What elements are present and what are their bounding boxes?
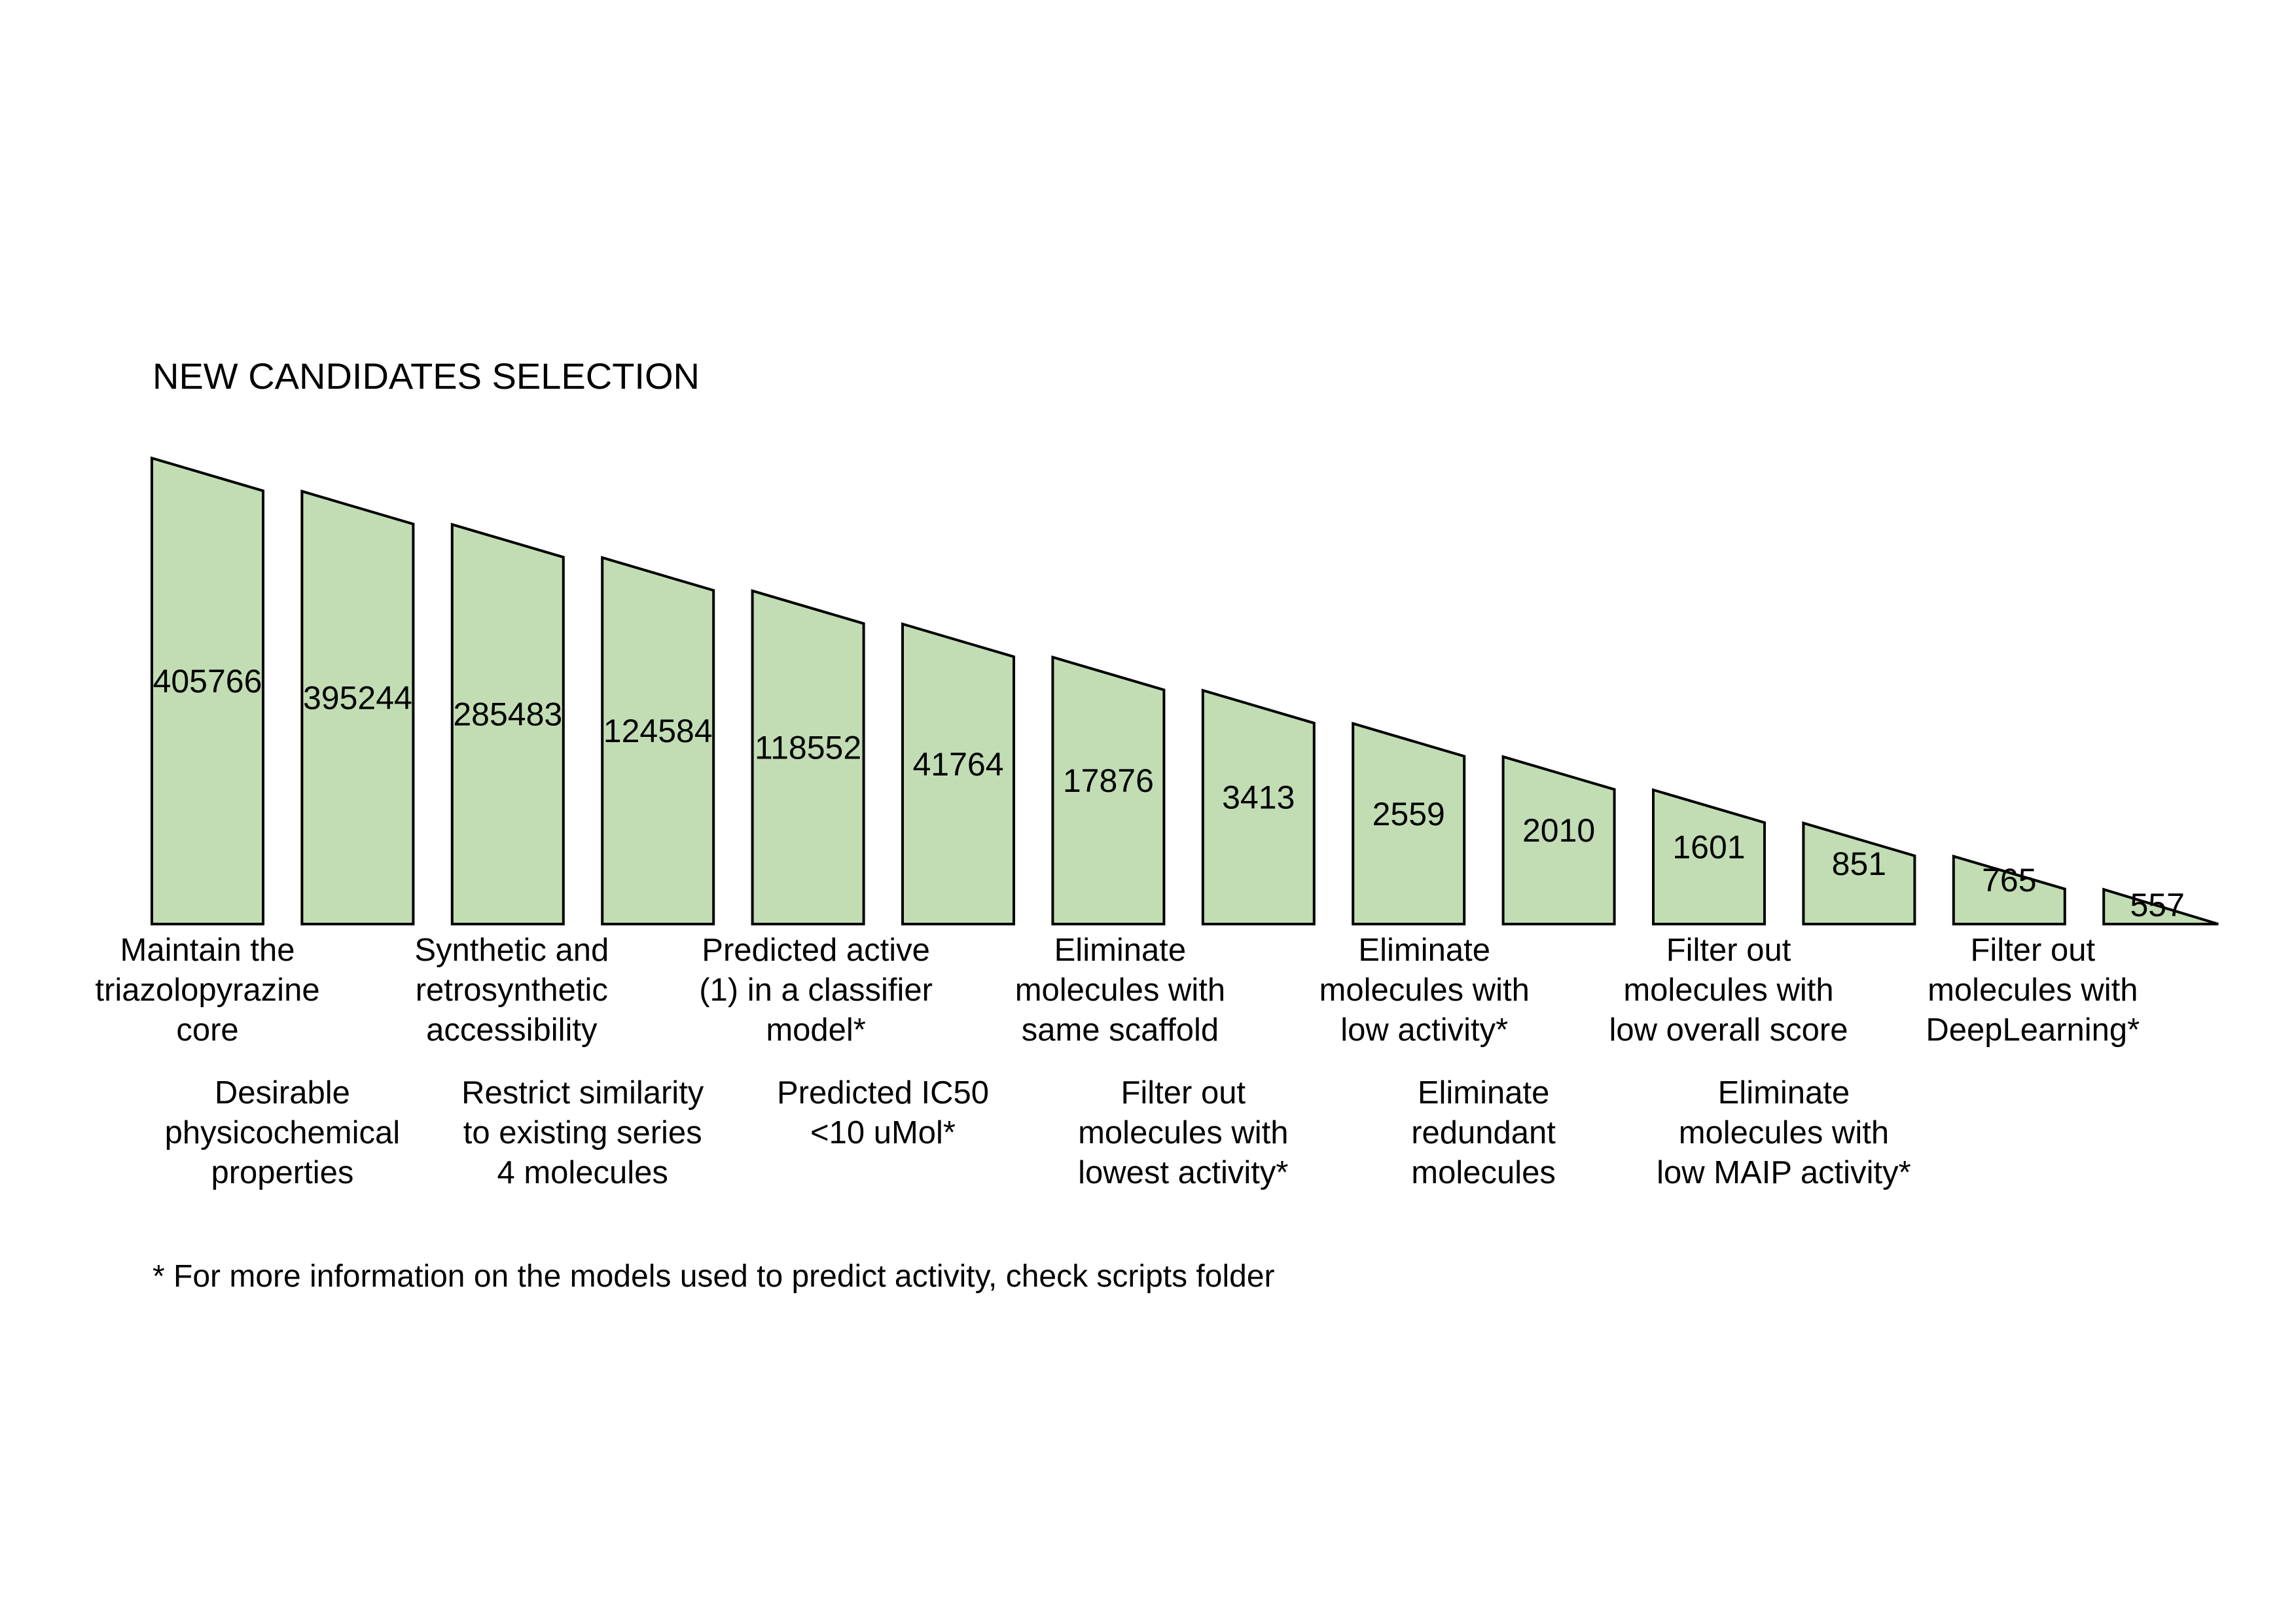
step-labels: Maintain the triazolopyrazine core Desirabl…: [95, 933, 2140, 1190]
step-label-line: (1) in a classifier: [699, 972, 933, 1008]
step-label-11: Filter out molecules with low overall scor…: [1609, 933, 1848, 1048]
step-label-line: triazolopyrazine: [95, 972, 319, 1008]
step-label-line: Filter out: [1121, 1075, 1246, 1111]
step-label-line: redundant: [1411, 1115, 1556, 1150]
step-label-line: low activity*: [1340, 1012, 1508, 1048]
step-label-line: Eliminate: [1358, 933, 1490, 968]
step-label-line: 4 molecules: [497, 1155, 668, 1190]
stage-count-4: 124584: [603, 713, 713, 749]
step-label-line: <10 uMol*: [810, 1115, 956, 1150]
stage-count-2: 395244: [303, 679, 412, 716]
step-label-line: accessibility: [426, 1012, 598, 1048]
step-label-line: Maintain the: [120, 933, 295, 968]
step-label-line: molecules with: [1015, 972, 1225, 1008]
stage-count-1: 405766: [153, 663, 262, 700]
step-label-line: Desirable: [215, 1075, 350, 1111]
step-label-3: Synthetic and retrosynthetic accessibility: [414, 933, 609, 1048]
step-label-line: physicochemical: [165, 1115, 401, 1150]
step-label-line: same scaffold: [1022, 1012, 1219, 1048]
step-label-line: DeepLearning*: [1926, 1012, 2140, 1048]
stage-count-10: 2010: [1522, 812, 1595, 849]
step-label-line: Eliminate: [1418, 1075, 1550, 1111]
step-label-line: molecules with: [1679, 1115, 1889, 1150]
step-label-line: molecules with: [1319, 972, 1530, 1008]
step-label-1: Maintain the triazolopyrazine core: [95, 933, 319, 1048]
step-label-12: Eliminate molecules with low MAIP activity…: [1657, 1075, 1910, 1190]
stage-count-9: 2559: [1372, 796, 1445, 832]
step-label-line: molecules with: [1078, 1115, 1288, 1150]
funnel-bars: 405766 395244 285483 124584 118552 41764 17876…: [152, 458, 2218, 924]
step-label-line: Eliminate: [1054, 933, 1187, 968]
step-label-line: molecules with: [1928, 972, 2138, 1008]
step-label-10: Eliminate redundant molecules: [1411, 1075, 1556, 1190]
diagram-title: NEW CANDIDATES SELECTION: [152, 355, 700, 397]
step-label-line: molecules: [1411, 1155, 1556, 1190]
step-label-line: to existing series: [463, 1115, 702, 1150]
footnote: * For more information on the models use…: [152, 1259, 1275, 1294]
stage-count-14: 557: [2130, 887, 2184, 923]
step-label-line: Restrict similarity: [461, 1075, 704, 1111]
step-label-line: lowest activity*: [1078, 1155, 1288, 1190]
step-label-line: Predicted active: [702, 933, 930, 968]
step-label-8: Filter out molecules with lowest activity*: [1078, 1075, 1288, 1190]
stage-count-13: 765: [1982, 862, 2036, 899]
step-label-line: Filter out: [1970, 933, 2095, 968]
stage-count-5: 118552: [755, 729, 861, 766]
step-label-4: Restrict similarity to existing series 4 m…: [461, 1075, 704, 1190]
stage-count-7: 17876: [1063, 762, 1154, 799]
step-label-7: Eliminate molecules with same scaffold: [1015, 933, 1225, 1048]
step-label-line: properties: [211, 1155, 353, 1190]
step-label-line: low overall score: [1609, 1012, 1848, 1048]
step-label-13: Filter out molecules with DeepLearning*: [1926, 933, 2140, 1048]
step-label-9: Eliminate molecules with low activity*: [1319, 933, 1530, 1048]
stage-count-11: 1601: [1672, 829, 1745, 866]
step-label-line: Filter out: [1666, 933, 1791, 968]
step-label-line: model*: [766, 1012, 866, 1048]
stage-count-8: 3413: [1222, 779, 1295, 815]
step-label-line: low MAIP activity*: [1657, 1155, 1910, 1190]
step-label-line: Synthetic and: [414, 933, 609, 968]
stage-count-12: 851: [1832, 846, 1886, 882]
stage-count-6: 41764: [912, 746, 1003, 783]
step-label-line: molecules with: [1623, 972, 1833, 1008]
step-label-line: core: [176, 1012, 238, 1048]
step-label-2: Desirable physicochemical properties: [165, 1075, 401, 1190]
step-label-5: Predicted active (1) in a classifier model…: [699, 933, 933, 1048]
step-label-line: Eliminate: [1718, 1075, 1850, 1111]
step-label-line: retrosynthetic: [416, 972, 608, 1008]
step-label-line: Predicted IC50: [777, 1075, 989, 1111]
step-label-6: Predicted IC50 <10 uMol*: [777, 1075, 989, 1150]
stage-count-3: 285483: [453, 696, 562, 733]
